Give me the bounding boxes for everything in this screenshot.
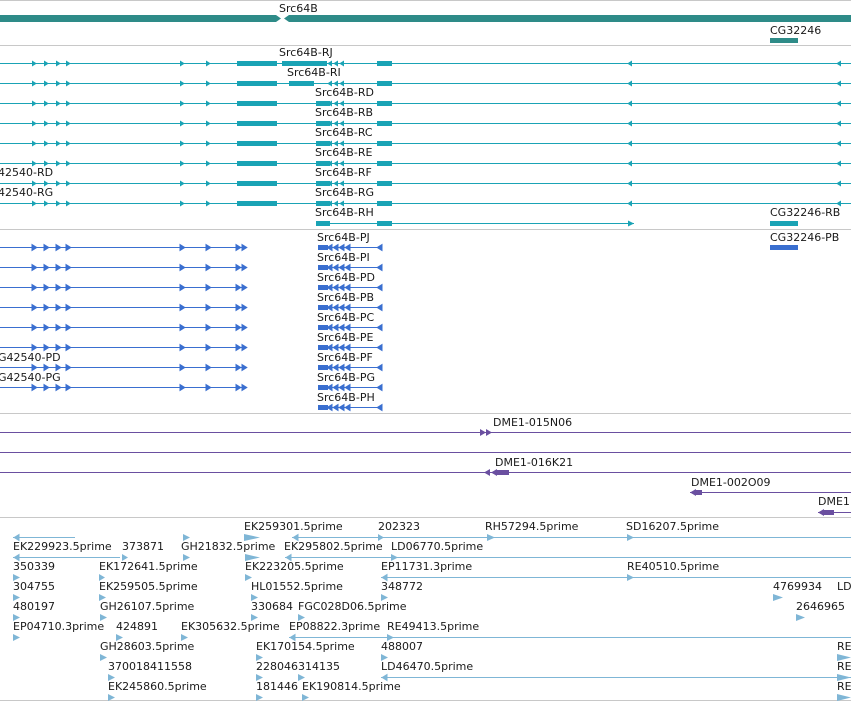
protein-pi-label: Src64B-PI	[317, 251, 370, 264]
clone-dme1-015n06-label: DME1-015N06	[493, 416, 572, 429]
transcript-cg42540-rg-label: 42540-RG	[0, 186, 53, 199]
est-label: 330684	[251, 600, 293, 613]
clone-dme1[interactable]: DME1	[818, 495, 851, 516]
clone-dme1-002o09-label: DME1-002O09	[691, 476, 771, 489]
transcript-ri-label: Src64B-RI	[287, 66, 341, 79]
est-label: EK259301.5prime	[244, 520, 343, 533]
est-label: EP04710.3prime	[13, 620, 104, 633]
transcript-rj-label: Src64B-RJ	[279, 46, 333, 59]
est-label: EP11731.3prime	[381, 560, 472, 573]
protein-pj-label: Src64B-PJ	[317, 231, 370, 244]
transcript-rf-label: Src64B-RF	[315, 166, 372, 179]
est-label: EK229923.5prime	[13, 540, 112, 553]
est-label: EK172641.5prime	[99, 560, 198, 573]
gene-src64b[interactable]: Src64B	[0, 2, 851, 22]
protein-cg42540-pg-label: G42540-PG	[0, 371, 61, 384]
protein-pb-label: Src64B-PB	[317, 291, 374, 304]
est-label: 2646965	[796, 600, 845, 613]
protein-pf-label: Src64B-PF	[317, 351, 373, 364]
est-label: EK259505.5prime	[99, 580, 198, 593]
transcript-rh-label: Src64B-RH	[315, 206, 374, 219]
protein-cg42540-pd-label: G42540-PD	[0, 351, 61, 364]
est-label: 304755	[13, 580, 55, 593]
transcript-rj[interactable]: Src64B-RJ	[0, 46, 851, 66]
gene-cg32246[interactable]: CG32246	[770, 24, 821, 43]
transcript-rh[interactable]: Src64B-RH CG32246-RB	[315, 206, 840, 227]
est-label: EK245860.5prime	[108, 680, 207, 693]
est-label: 480197	[13, 600, 55, 613]
est-label: EP08822.3prime	[289, 620, 380, 633]
gene-src64b-label: Src64B	[279, 2, 318, 15]
transcript-rb-label: Src64B-RB	[315, 106, 373, 119]
est-label: EK170154.5prime	[256, 640, 355, 653]
est-label: 202323	[378, 520, 420, 533]
clone-dme1-002o09[interactable]: DME1-002O09	[690, 476, 851, 496]
est-label: EK295802.5prime	[284, 540, 383, 553]
protein-ph-label: Src64B-PH	[317, 391, 375, 404]
transcript-rd-label: Src64B-RD	[315, 86, 374, 99]
est-label: FGC028D06.5prime	[298, 600, 407, 613]
transcript-cg32246-rb-label: CG32246-RB	[770, 206, 840, 219]
transcript-rc-label: Src64B-RC	[315, 126, 373, 139]
transcript-track: Src64B-RJ Src64B-RI Src64B-RD Src64B-RB	[0, 46, 851, 227]
protein-cg32246-pb-label: CG32246-PB	[770, 231, 839, 244]
protein-pc-label: Src64B-PC	[317, 311, 374, 324]
clone-dme1-016k21-label: DME1-016K21	[495, 456, 573, 469]
transcript-rg-label: Src64B-RG	[315, 186, 374, 199]
transcript-rf[interactable]: Src64B-RF 42540-RD	[0, 166, 851, 186]
est-label: 181446	[256, 680, 298, 693]
est-label: RE	[837, 660, 851, 673]
transcript-ri[interactable]: Src64B-RI	[0, 66, 851, 86]
est-label: 348772	[381, 580, 423, 593]
transcript-re-label: Src64B-RE	[315, 146, 372, 159]
est-label: SD16207.5prime	[626, 520, 719, 533]
clone-track: DME1-015N06 DME1-016K21 DME1-002O09 DME1	[0, 416, 851, 516]
est-label: EK305632.5prime	[181, 620, 280, 633]
transcript-intron-arrows	[32, 60, 841, 207]
est-label: EK190814.5prime	[302, 680, 401, 693]
est-label: 488007	[381, 640, 423, 653]
est-label: GH28603.5prime	[100, 640, 195, 653]
transcript-rd[interactable]: Src64B-RD	[0, 86, 851, 106]
est-label: 370018411558	[108, 660, 192, 673]
est-label: RE40510.5prime	[627, 560, 719, 573]
est-label: 350339	[13, 560, 55, 573]
est-label: HL01552.5prime	[251, 580, 343, 593]
est-label: LD06770.5prime	[391, 540, 483, 553]
clone-dme1-016k21[interactable]: DME1-016K21	[0, 456, 851, 476]
est-track: EK259301.5prime 202323 RH57294.5prime SD…	[13, 520, 851, 701]
est-feature-lines	[13, 533, 851, 701]
protein-pg-label: Src64B-PG	[317, 371, 375, 384]
transcript-rc[interactable]: Src64B-RC	[0, 126, 851, 146]
est-label: 4769934	[773, 580, 822, 593]
clone-dme1-label: DME1	[818, 495, 850, 508]
protein-track: Src64B-PJ Src64B-PI Src64B-PD Src64B-PB …	[0, 231, 839, 412]
transcript-rb[interactable]: Src64B-RB	[0, 106, 851, 126]
est-label: EK223205.5prime	[245, 560, 344, 573]
gene-track: Src64B CG32246	[0, 2, 851, 43]
est-label: RH57294.5prime	[485, 520, 579, 533]
transcript-re[interactable]: Src64B-RE	[0, 146, 851, 166]
protein-pe-label: Src64B-PE	[317, 331, 373, 344]
est-label: 228046	[256, 660, 298, 673]
transcript-cg42540-rd-label: 42540-RD	[0, 166, 53, 179]
est-label: RE	[837, 680, 851, 693]
est-label: RE49413.5prime	[387, 620, 479, 633]
est-label: LD	[837, 580, 851, 593]
est-label: GH26107.5prime	[100, 600, 195, 613]
est-label: 424891	[116, 620, 158, 633]
est-label: GH21832.5prime	[181, 540, 276, 553]
gene-cg32246-label: CG32246	[770, 24, 821, 37]
protein-pd-label: Src64B-PD	[317, 271, 375, 284]
clone-dme1-015n06[interactable]: DME1-015N06	[0, 416, 851, 436]
est-label: LD46470.5prime	[381, 660, 473, 673]
est-label: 314135	[298, 660, 340, 673]
transcript-rg[interactable]: Src64B-RG 42540-RG	[0, 186, 851, 206]
est-label: 373871	[122, 540, 164, 553]
est-label: RE	[837, 640, 851, 653]
